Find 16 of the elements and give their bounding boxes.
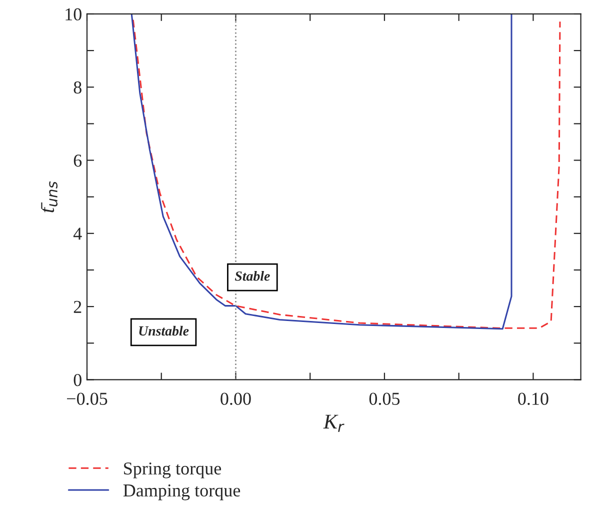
y-tick-label: 0 — [74, 374, 82, 386]
x-tick-label: 0.00 — [220, 392, 251, 405]
x-tick-label: −0.05 — [67, 392, 108, 405]
x-tick-label: 0.05 — [369, 392, 400, 405]
x-axis-title: K$_{r}$ — [323, 414, 344, 432]
y-tick-label: 10 — [66, 8, 82, 20]
y-tick-label: 8 — [74, 81, 82, 94]
y-tick-label: 4 — [73, 228, 82, 240]
y-tick-label: 2 — [74, 300, 82, 313]
legend-label: Damping torque — [123, 484, 240, 500]
y-tick-label: 6 — [74, 154, 82, 167]
legend-label: Spring torque — [124, 462, 222, 478]
annotation: Unstable — [139, 326, 189, 336]
y-axis-title: t̄$_{uns}$ — [41, 181, 58, 212]
x-tick-label: 0.10 — [518, 392, 548, 405]
annotation: Stable — [234, 271, 270, 281]
